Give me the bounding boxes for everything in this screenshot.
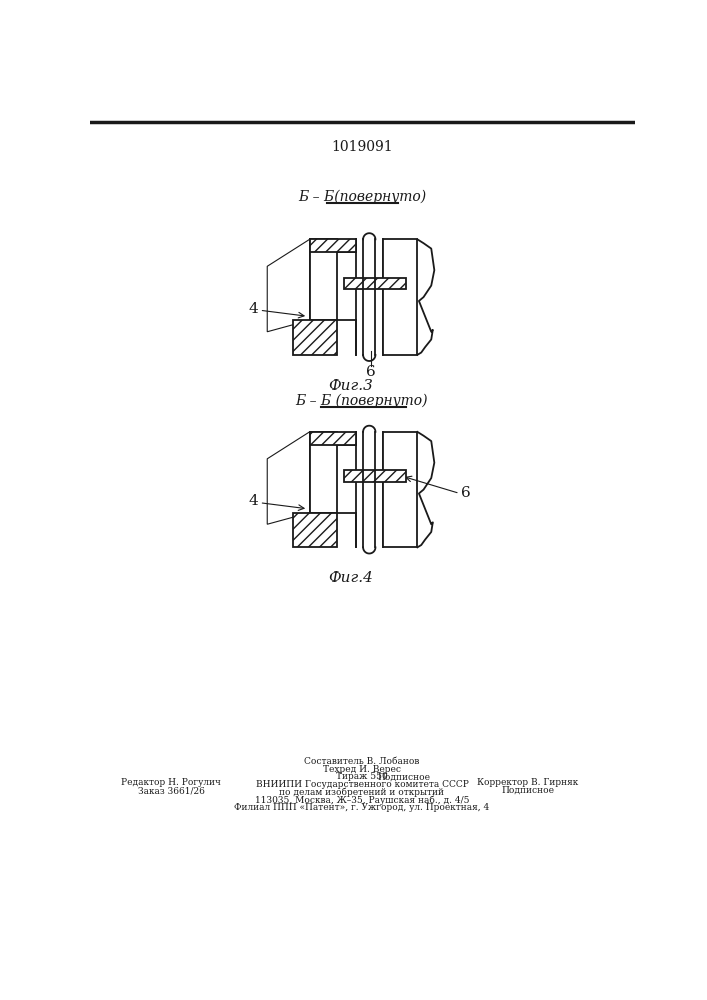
Text: Корректор В. Гирняк: Корректор В. Гирняк (477, 778, 578, 787)
Text: 4: 4 (248, 494, 258, 508)
Bar (344, 278, 406, 289)
Bar (293, 320, 337, 355)
Text: по делам изобретений и открытий: по делам изобретений и открытий (279, 787, 445, 797)
Bar (310, 432, 356, 445)
Text: Техред И. Верес: Техред И. Верес (323, 765, 401, 774)
Text: Составитель В. Лобанов: Составитель В. Лобанов (304, 757, 420, 766)
Bar (382, 239, 417, 355)
Text: Фиг.4: Фиг.4 (328, 571, 373, 585)
Text: Редактор Н. Рогулич: Редактор Н. Рогулич (121, 778, 221, 787)
Text: Тираж 550: Тираж 550 (336, 772, 388, 781)
Text: 1019091: 1019091 (331, 140, 393, 154)
Text: 4: 4 (248, 302, 258, 316)
Text: Заказ 3661/26: Заказ 3661/26 (138, 786, 204, 795)
Text: Подписное: Подписное (378, 772, 431, 781)
Text: Подписное: Подписное (501, 786, 554, 795)
Text: Филиал ППП «Патент», г. Ужгород, ул. Проектная, 4: Филиал ППП «Патент», г. Ужгород, ул. Про… (234, 803, 489, 812)
Bar (310, 432, 337, 513)
Text: 6: 6 (366, 365, 375, 379)
Text: 6: 6 (461, 486, 471, 500)
Bar (382, 432, 417, 547)
Bar (310, 239, 356, 252)
Text: ВНИИПИ Государственного комитета СССР: ВНИИПИ Государственного комитета СССР (255, 780, 469, 789)
Text: Б – Б(повернуто): Б – Б(повернуто) (298, 190, 426, 204)
Text: Б – Б (повернуто): Б – Б (повернуто) (296, 394, 428, 408)
Bar (344, 470, 406, 482)
Bar (293, 513, 337, 547)
Text: Фиг.3: Фиг.3 (328, 379, 373, 393)
Bar (310, 239, 337, 320)
Text: 113035, Москва, Ж–35, Раушская наб., д. 4/5: 113035, Москва, Ж–35, Раушская наб., д. … (255, 795, 469, 805)
